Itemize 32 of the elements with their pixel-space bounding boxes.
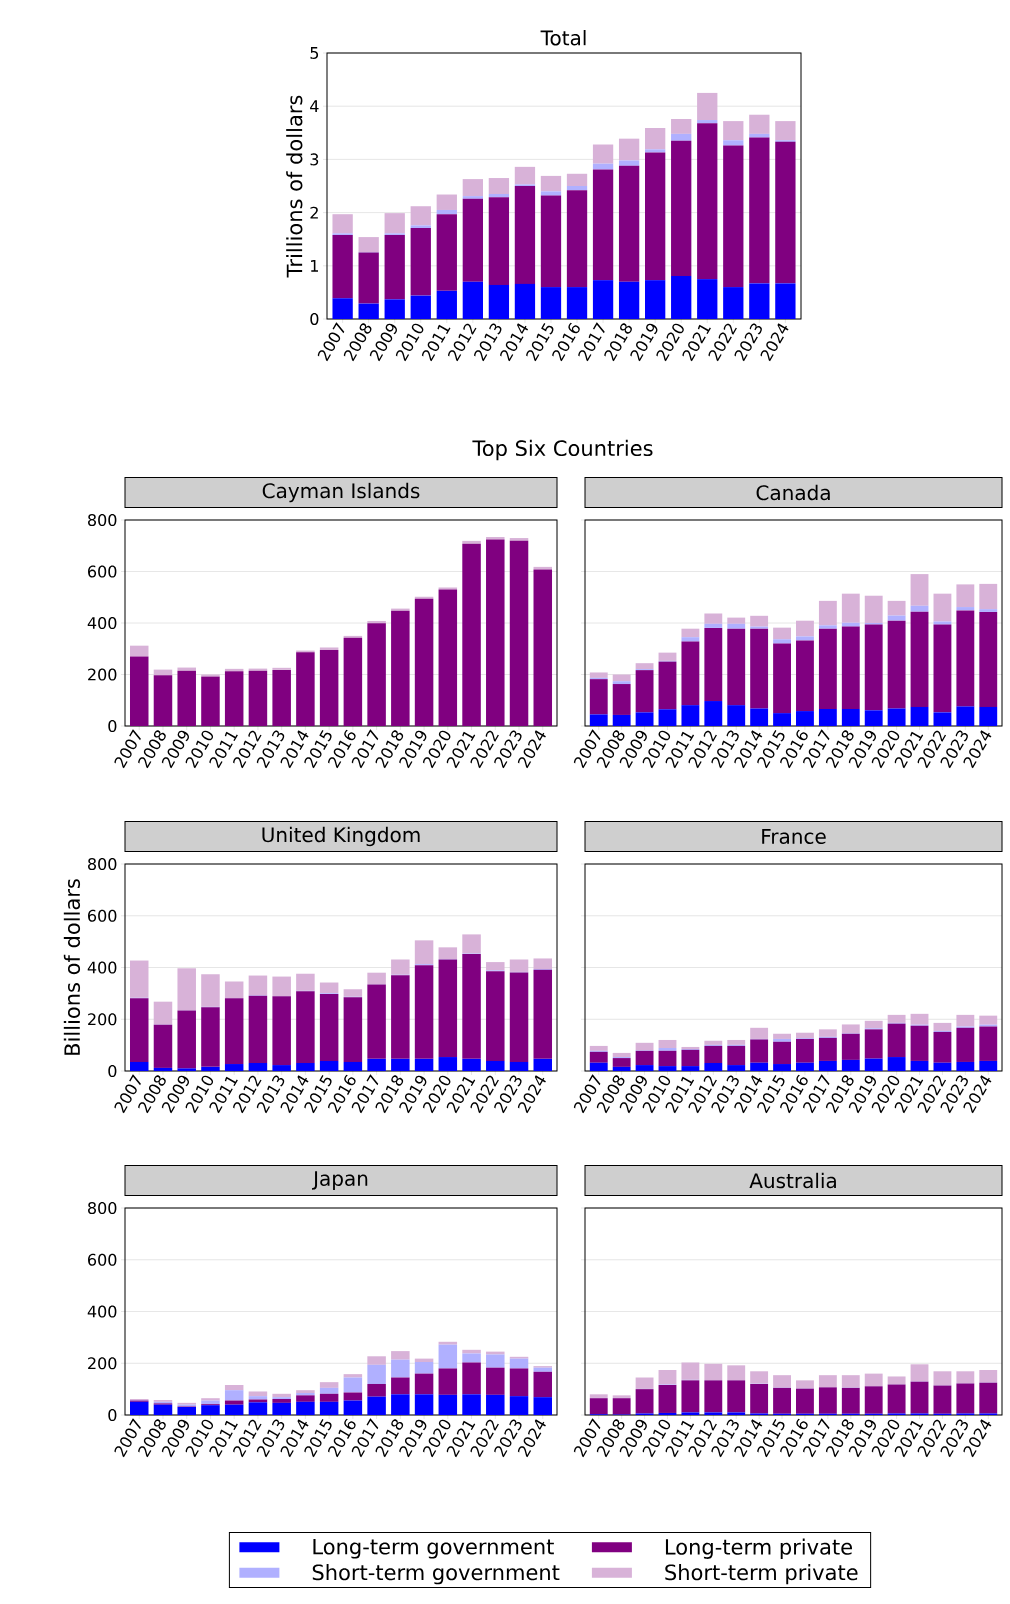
chart-title: Canada [756,484,830,501]
y-axis-title: Trillions of dollars [286,95,303,278]
y-tick-label: 200 [88,1013,117,1026]
chart-title: Australia [749,1172,836,1189]
chart-title: Total [540,29,586,46]
y-tick-label: 1 [311,259,318,272]
y-tick-label: 200 [88,1357,117,1370]
y-tick-label: 800 [88,513,117,527]
y-tick-label: 200 [88,668,117,681]
y-tick-label: 400 [87,616,117,630]
legend-label: Long-term private [665,1538,852,1559]
chart-title: Japan [312,1171,368,1190]
y-tick-label: 0 [310,312,319,326]
y-tick-label: 600 [88,909,117,922]
y-tick-label: 400 [87,1305,117,1318]
chart-title: France [762,829,826,844]
text: Top Six Countries [472,439,653,461]
y-tick-label: 600 [88,565,117,578]
legend-label: Long-term government [313,1538,554,1559]
y-tick-label: 5 [310,47,319,59]
legend-label: Short-term private [665,1564,858,1585]
y-tick-label: 3 [310,153,319,166]
y-tick-label: 800 [88,1201,117,1215]
y-tick-label: 800 [88,857,117,871]
y-axis-title: Billions of dollars [63,879,81,1055]
chart-title: United Kingdom [262,826,420,847]
y-tick-label: 4 [310,100,319,113]
y-tick-label: 400 [87,961,117,974]
legend-label: Short-term government [312,1564,560,1585]
y-tick-label: 2 [310,206,318,219]
chart-title: Cayman Islands [262,482,420,503]
y-tick-label: 600 [88,1253,117,1266]
